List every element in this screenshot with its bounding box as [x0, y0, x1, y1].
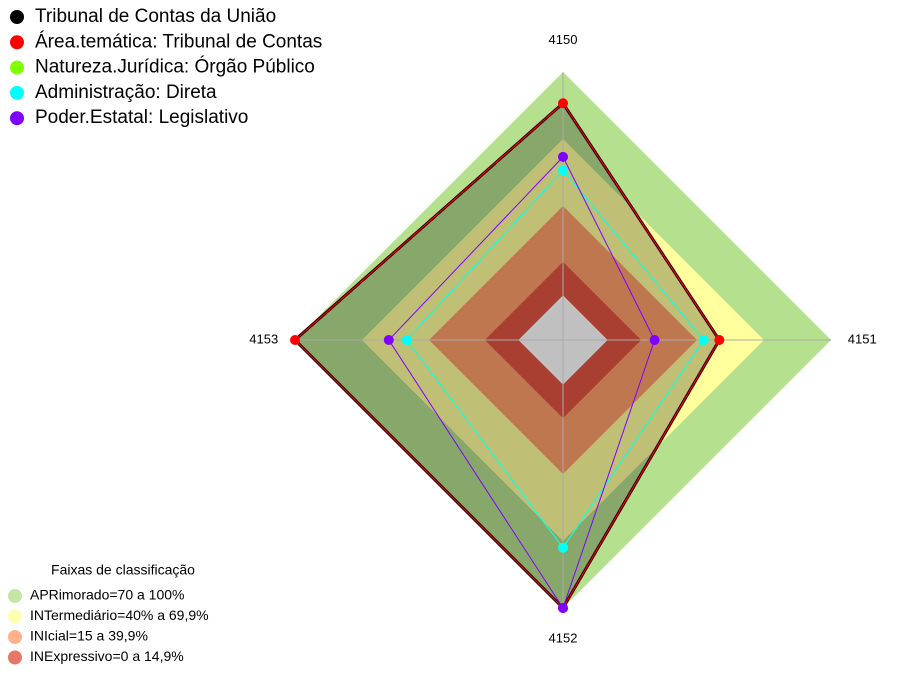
axis-label: 4150 [549, 32, 578, 47]
series-point [558, 151, 568, 162]
axis-label: 4152 [549, 631, 578, 646]
bands-title: Faixas de classificação [51, 562, 195, 578]
series-point [714, 335, 725, 345]
legend-label: Administração: Direta [35, 82, 217, 103]
series-point [290, 335, 300, 345]
band-legend-label: INIcial=15 a 39,9% [30, 628, 148, 644]
series-point [558, 542, 568, 553]
series-point [401, 335, 412, 345]
legend-label: Poder.Estatal: Legislativo [35, 107, 248, 128]
band-legend-marker [8, 609, 22, 624]
band-legend-label: INTermediário=40% a 69,9% [30, 607, 209, 623]
band-legend-label: INExpressivo=0 a 14,9% [30, 648, 184, 664]
series-area [295, 103, 720, 609]
band-legend-label: APRimorado=70 a 100% [30, 587, 185, 603]
series-point [558, 165, 568, 176]
band-legend-marker [8, 650, 22, 665]
series-point [558, 603, 568, 613]
legend-label: Área.temática: Tribunal de Contas [35, 31, 322, 52]
legend-marker [10, 10, 24, 24]
legend-label: Tribunal de Contas da União [35, 6, 276, 27]
series-point [558, 98, 568, 109]
legend-marker [10, 85, 24, 100]
legend-label: Natureza.Jurídica: Órgão Público [35, 56, 315, 78]
band-legend-marker [8, 630, 22, 644]
series-point [698, 335, 709, 345]
series-point [383, 335, 394, 345]
axis-label: 4151 [848, 331, 877, 346]
axis-label: 4153 [249, 331, 278, 346]
legend-marker [10, 111, 24, 126]
band-legend-marker [8, 589, 22, 603]
series-point [649, 335, 660, 345]
legend-marker [10, 60, 24, 75]
legend-marker [10, 35, 24, 50]
